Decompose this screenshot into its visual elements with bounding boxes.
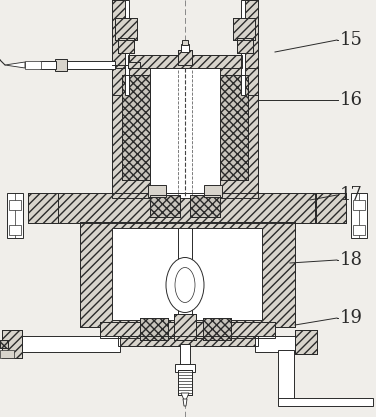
Bar — [182, 40, 188, 45]
Bar — [100, 322, 275, 338]
Bar — [178, 50, 192, 65]
Bar — [9, 200, 21, 210]
Bar — [118, 38, 134, 53]
Bar — [148, 185, 166, 197]
Bar — [150, 195, 180, 217]
Bar — [55, 193, 315, 223]
Bar — [190, 195, 220, 217]
Bar — [295, 330, 317, 354]
Bar — [115, 18, 137, 40]
Bar — [316, 193, 346, 223]
Bar — [174, 314, 196, 340]
Text: 15: 15 — [340, 31, 363, 49]
Bar — [175, 364, 195, 372]
Bar — [218, 68, 258, 198]
Bar — [140, 318, 168, 340]
Bar — [122, 75, 150, 180]
Bar — [20, 336, 120, 352]
Bar — [351, 193, 367, 238]
Bar — [178, 228, 192, 320]
Bar — [190, 195, 220, 217]
Ellipse shape — [166, 258, 204, 312]
Bar — [203, 318, 231, 340]
Text: 16: 16 — [340, 91, 363, 109]
Bar — [118, 336, 258, 346]
Text: 18: 18 — [340, 251, 363, 269]
Bar — [237, 38, 253, 53]
Bar — [112, 0, 128, 95]
Bar — [100, 322, 275, 338]
Bar — [0, 350, 14, 358]
Bar — [7, 193, 23, 238]
Bar — [203, 318, 231, 340]
Bar — [118, 38, 134, 53]
Text: 19: 19 — [340, 309, 363, 327]
Bar — [204, 185, 222, 197]
Bar — [178, 370, 192, 395]
Bar — [174, 314, 196, 340]
Bar — [118, 336, 258, 346]
Bar — [112, 68, 152, 198]
Bar — [112, 68, 152, 198]
Bar — [128, 62, 140, 68]
Bar — [278, 398, 373, 406]
Bar — [28, 193, 58, 223]
Bar — [220, 75, 248, 180]
Bar — [233, 18, 255, 40]
Bar — [115, 18, 137, 40]
Bar — [242, 0, 258, 95]
Bar — [150, 195, 180, 217]
Bar — [278, 350, 294, 402]
Bar — [55, 59, 67, 71]
Bar — [242, 0, 258, 95]
Bar — [125, 0, 129, 95]
Bar — [128, 55, 242, 68]
Bar — [140, 318, 168, 340]
Bar — [295, 330, 317, 354]
Bar — [122, 75, 150, 180]
Bar — [55, 193, 315, 223]
Bar — [237, 38, 253, 53]
Bar — [353, 225, 365, 235]
Ellipse shape — [175, 267, 195, 302]
Bar — [0, 340, 8, 348]
Bar — [2, 330, 22, 358]
Bar — [180, 344, 190, 366]
Polygon shape — [181, 393, 189, 400]
Bar — [241, 0, 245, 95]
Bar — [2, 330, 22, 358]
Bar — [65, 61, 115, 69]
Bar — [150, 68, 220, 198]
Bar — [128, 55, 242, 68]
Bar — [220, 75, 248, 180]
Text: 17: 17 — [340, 186, 363, 204]
Bar — [316, 193, 346, 223]
Bar — [233, 18, 255, 40]
Bar — [178, 370, 192, 395]
Bar — [0, 340, 8, 348]
Bar — [255, 336, 310, 352]
Polygon shape — [183, 399, 187, 406]
Bar — [128, 62, 140, 68]
Bar — [40, 61, 56, 69]
Bar — [80, 222, 295, 327]
Polygon shape — [5, 62, 25, 68]
Bar — [112, 0, 128, 95]
Bar — [80, 222, 295, 327]
Bar — [181, 44, 189, 52]
Bar — [178, 50, 192, 65]
Bar — [218, 68, 258, 198]
Bar — [112, 228, 262, 320]
Bar — [9, 225, 21, 235]
Bar — [28, 193, 58, 223]
Bar — [25, 61, 41, 69]
Bar — [353, 200, 365, 210]
